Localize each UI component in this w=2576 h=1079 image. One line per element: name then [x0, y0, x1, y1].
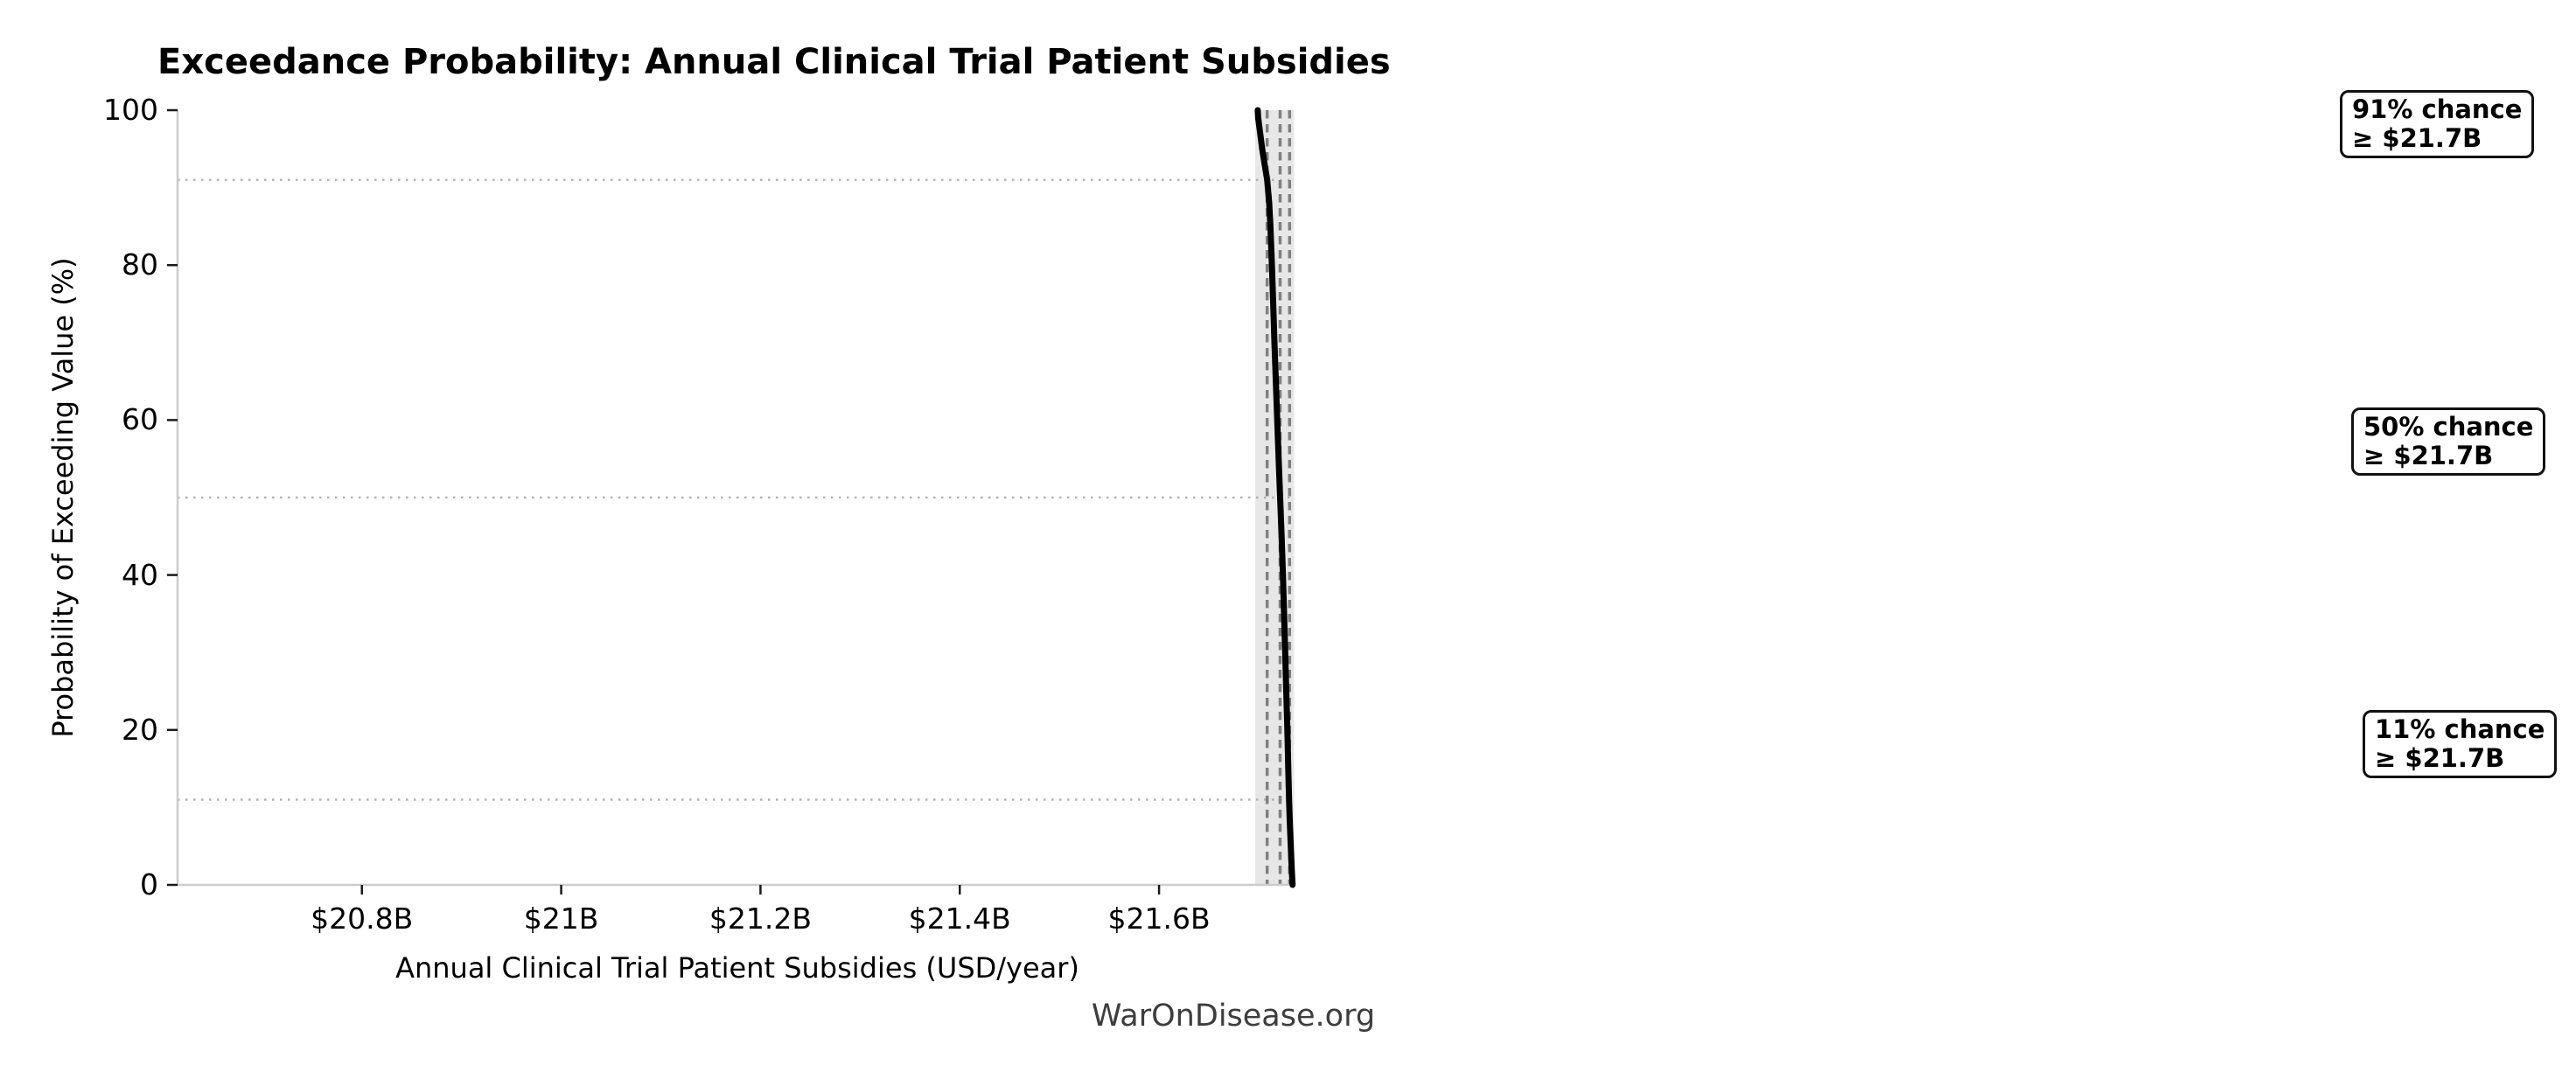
- x-tick-label: $20.8B: [311, 901, 414, 936]
- y-tick-label: 0: [140, 867, 158, 901]
- annotation-box: 11% chance ≥ $21.7B: [2363, 709, 2558, 778]
- watermark-text: WarOnDisease.org: [1091, 999, 1376, 1034]
- annotation-value-line: ≥ $21.7B: [2352, 122, 2482, 153]
- annotation-chance-line: 50% chance: [2363, 412, 2534, 442]
- annotation-chance-line: 11% chance: [2375, 714, 2545, 744]
- x-tick-label: $21.6B: [1107, 901, 1211, 936]
- y-tick-label: 60: [122, 402, 158, 437]
- y-tick-label: 100: [103, 93, 158, 127]
- annotation-value-line: ≥ $21.7B: [2363, 441, 2494, 470]
- y-tick-label: 80: [122, 247, 158, 282]
- y-axis-label: Probability of Exceeding Value (%): [46, 257, 80, 738]
- y-tick-label: 40: [122, 557, 158, 592]
- x-tick-label: $21.2B: [709, 901, 812, 936]
- exceedance-curve: [1254, 107, 1296, 888]
- x-tick-label: $21.4B: [908, 901, 1011, 936]
- annotation-chance-line: 91% chance: [2352, 94, 2523, 124]
- annotation-value-line: ≥ $21.7B: [2375, 742, 2505, 773]
- chart-title: Exceedance Probability: Annual Clinical …: [157, 42, 1391, 82]
- x-tick-label: $21B: [523, 901, 599, 936]
- annotation-box: 50% chance ≥ $21.7B: [2351, 407, 2546, 476]
- x-axis-label: Annual Clinical Trial Patient Subsidies …: [395, 951, 1079, 985]
- y-tick-label: 20: [122, 712, 158, 747]
- annotation-box: 91% chance ≥ $21.7B: [2340, 89, 2535, 158]
